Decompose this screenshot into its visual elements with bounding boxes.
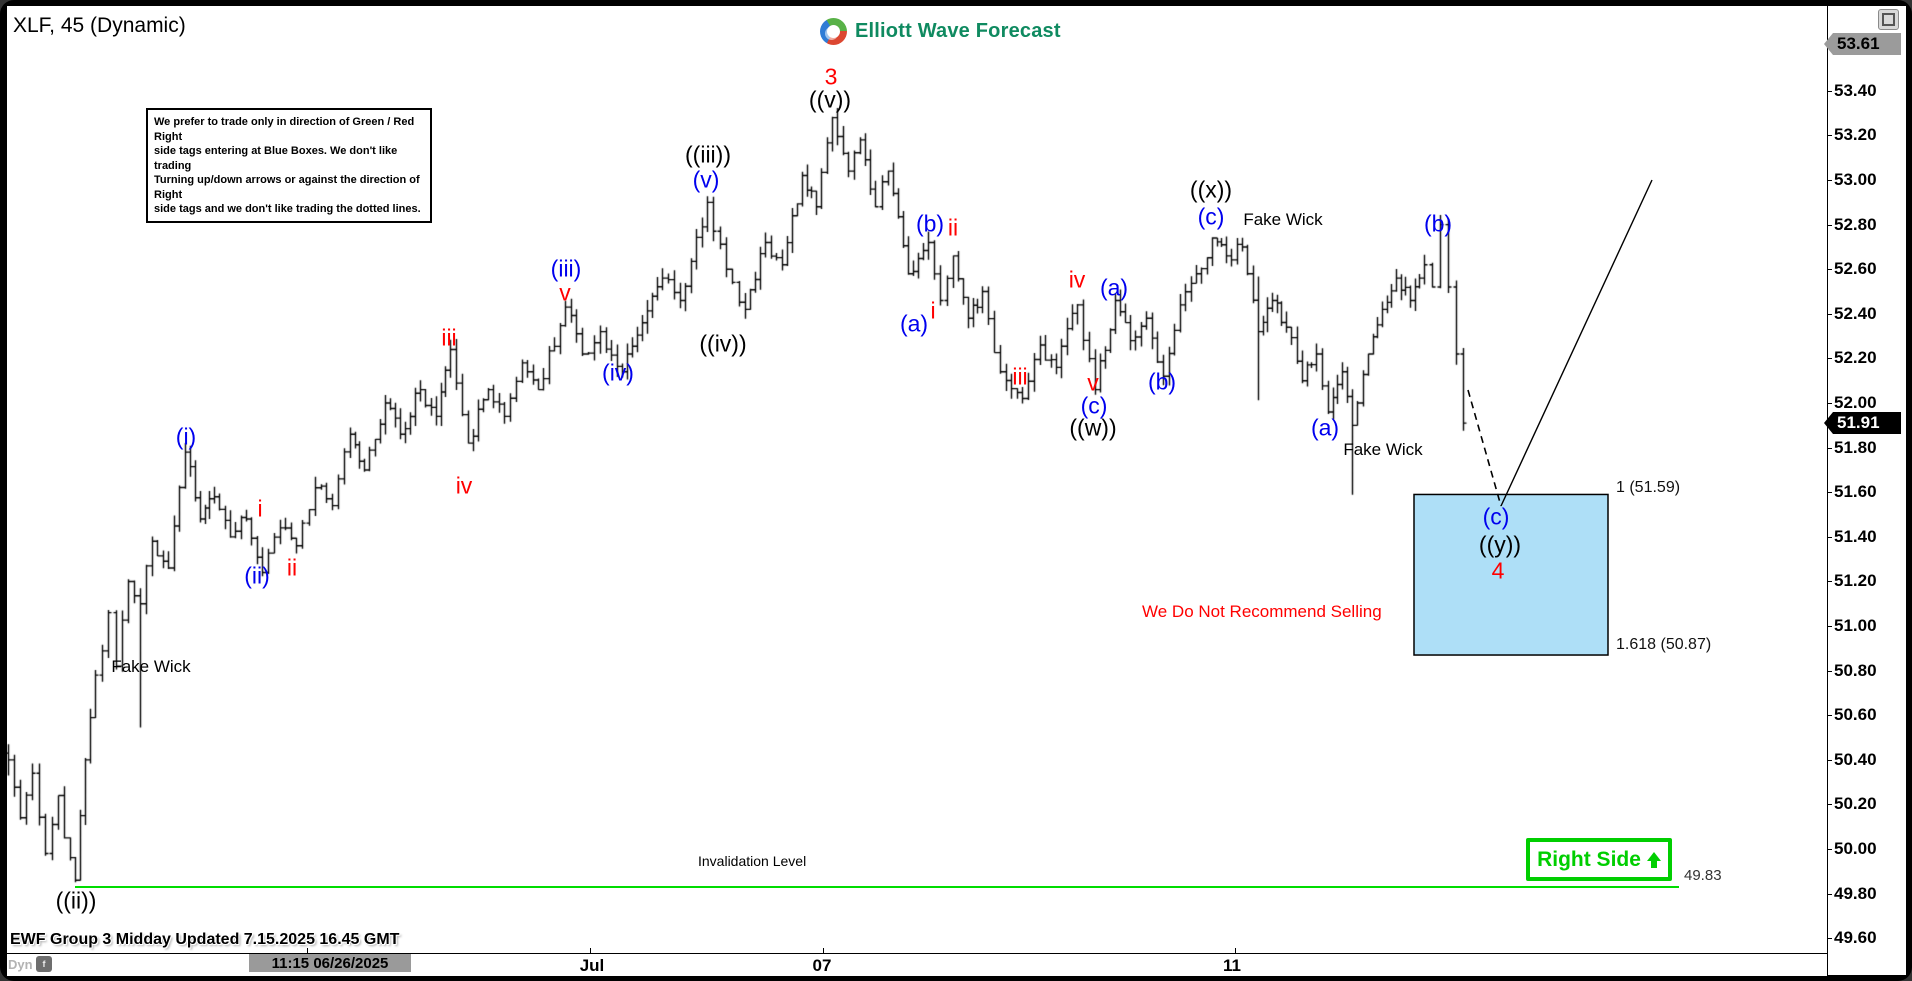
disclaimer-line: We prefer to trade only in direction of …: [154, 116, 415, 143]
price-axis-tick: [1828, 358, 1832, 360]
update-note: EWF Group 3 Midday Updated 7.15.2025 16.…: [10, 931, 400, 948]
brand-name: Elliott Wave Forecast: [855, 20, 1061, 42]
price-axis-label: 51.40: [1834, 526, 1877, 546]
invalidation-price: 49.83: [1684, 867, 1722, 884]
price-axis-tick: [1828, 269, 1832, 271]
price-axis-label: 49.80: [1834, 883, 1877, 903]
price-axis-tick: [1828, 849, 1832, 851]
session-high-value: 53.61: [1837, 34, 1880, 53]
price-axis-label: 50.00: [1834, 839, 1877, 859]
up-arrow-icon: [1646, 851, 1661, 868]
price-axis-label: 49.60: [1834, 928, 1877, 948]
price-axis-tick: [1828, 180, 1832, 182]
symbol-title: XLF, 45 (Dynamic): [13, 14, 186, 37]
bluebox-bottom-fib-label: 1.618 (50.87): [1616, 636, 1712, 653]
time-axis-tick: [307, 948, 308, 953]
price-axis-label: 51.60: [1834, 482, 1877, 502]
right-side-label: Right Side: [1537, 847, 1641, 871]
price-axis-tick: [1828, 403, 1832, 405]
price-axis-label: 52.00: [1834, 393, 1877, 413]
price-axis-label: 53.20: [1834, 125, 1877, 145]
price-axis-label: 52.40: [1834, 303, 1877, 323]
price-axis-tick: [1828, 715, 1832, 717]
price-axis-label: 50.60: [1834, 705, 1877, 725]
price-axis-label: 51.00: [1834, 616, 1877, 636]
price-axis-label: 52.80: [1834, 214, 1877, 234]
bluebox-top-fib-label: 1 (51.59): [1616, 479, 1681, 496]
disclaimer-line: side tags entering at Blue Boxes. We don…: [154, 145, 398, 172]
price-axis-label: 52.20: [1834, 348, 1877, 368]
first-bar-time-badge: 11:15 06/26/2025: [249, 954, 411, 972]
price-axis-tick: [1828, 581, 1832, 583]
right-side-tag[interactable]: Right Side: [1526, 838, 1672, 881]
screenshot-tool-icon[interactable]: [1878, 9, 1899, 30]
disclaimer-line: side tags and we don't like trading the …: [154, 203, 421, 215]
price-axis-tick: [1828, 626, 1832, 628]
price-axis[interactable]: [1827, 6, 1906, 975]
price-axis-tick: [1828, 224, 1832, 226]
data-mode-icon[interactable]: f: [36, 956, 52, 972]
time-axis-tick: [590, 948, 591, 953]
time-axis[interactable]: [7, 953, 1827, 976]
price-axis-label: 51.80: [1834, 437, 1877, 457]
no-selling-warning: We Do Not Recommend Selling: [1142, 602, 1382, 621]
price-axis-label: 50.80: [1834, 660, 1877, 680]
price-axis-label: 50.20: [1834, 794, 1877, 814]
disclaimer-box: We prefer to trade only in direction of …: [146, 108, 432, 223]
price-axis-tick: [1828, 536, 1832, 538]
left-arrow-marker: [1824, 33, 1833, 55]
time-axis-label: 07: [812, 956, 832, 975]
time-axis-label: 11: [1223, 956, 1241, 975]
price-axis-label: 53.40: [1834, 80, 1877, 100]
price-axis-label: 53.00: [1834, 170, 1877, 190]
ewf-logo-icon: [820, 18, 847, 45]
last-price-badge: 51.91: [1824, 412, 1901, 435]
price-axis-tick: [1828, 670, 1832, 672]
price-axis-tick: [1828, 447, 1832, 449]
left-arrow-marker: [1824, 412, 1833, 435]
time-axis-tick: [1235, 948, 1236, 953]
price-axis-tick: [1828, 492, 1832, 494]
brand-header: Elliott Wave Forecast: [820, 18, 1061, 45]
time-axis-tick: [823, 948, 824, 953]
price-axis-label: 51.20: [1834, 571, 1877, 591]
price-axis-label: 52.60: [1834, 259, 1877, 279]
price-axis-label: 50.40: [1834, 749, 1877, 769]
price-axis-tick: [1828, 313, 1832, 315]
price-axis-tick: [1828, 759, 1832, 761]
time-axis-label: Jul: [579, 956, 605, 975]
price-axis-tick: [1828, 135, 1832, 137]
disclaimer-line: Turning up/down arrows or against the di…: [154, 174, 420, 201]
price-axis-tick: [1828, 90, 1832, 92]
last-price-value: 51.91: [1837, 413, 1880, 433]
price-axis-tick: [1828, 804, 1832, 806]
price-axis-tick: [1828, 938, 1832, 940]
invalidation-label: Invalidation Level: [698, 853, 807, 869]
session-high-price-badge: 53.61: [1824, 33, 1901, 55]
price-axis-tick: [1828, 893, 1832, 895]
dynamic-mode-label[interactable]: Dyn: [8, 957, 33, 972]
